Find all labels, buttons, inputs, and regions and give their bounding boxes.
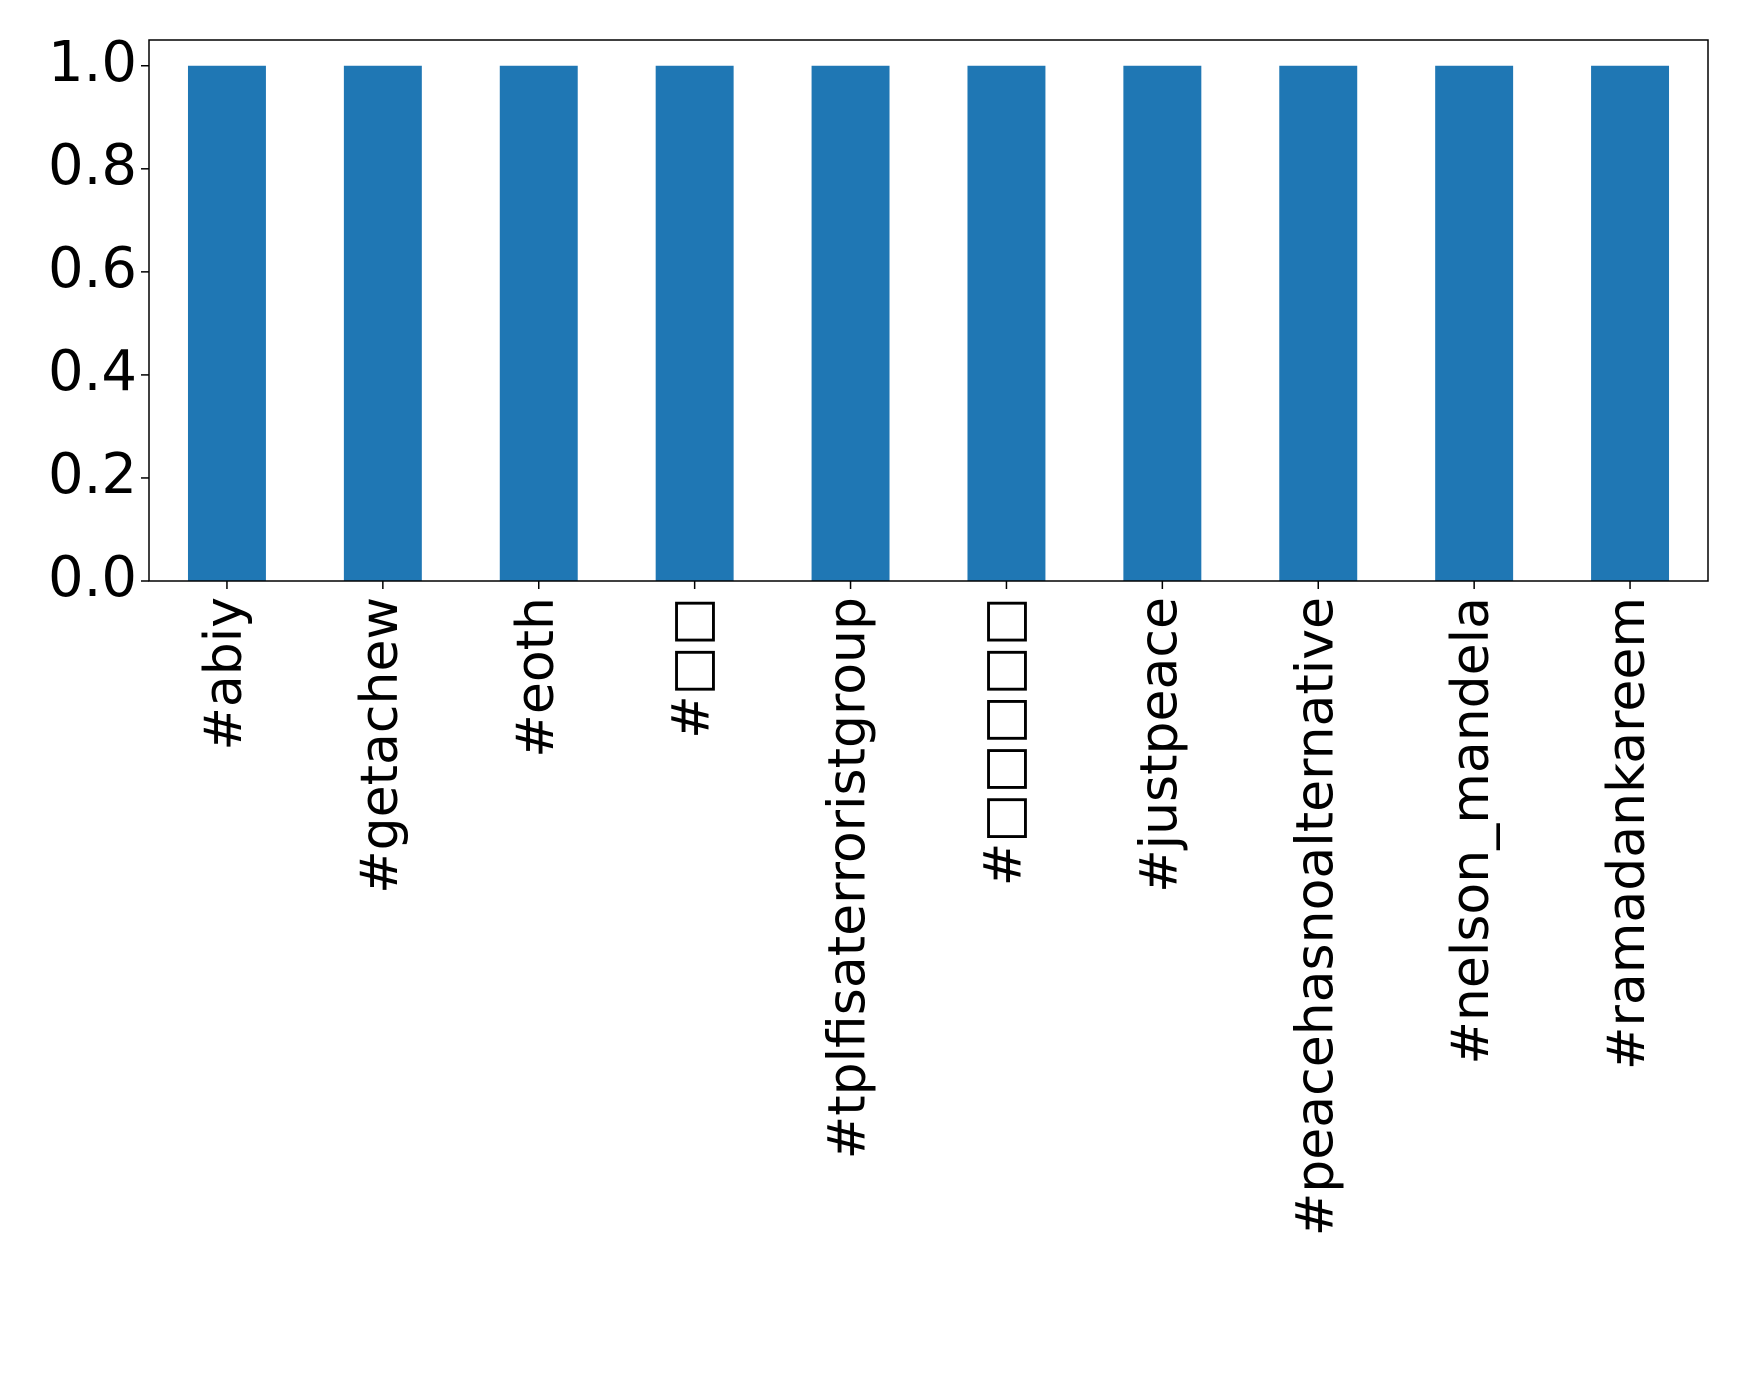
x-tick-label: #tplfisaterroristgroup [818, 597, 878, 1159]
x-tick-label: #justpeace [1129, 597, 1189, 893]
x-tick-label: #eoth [506, 597, 566, 758]
bar [967, 65, 1046, 581]
bar [343, 65, 422, 581]
x-tick-label: #peacehasnoalternative [1285, 597, 1345, 1236]
bar [187, 65, 266, 581]
x-tick-label: #nelson_mandela [1441, 597, 1501, 1065]
x-tick-label: #□□□□□ [973, 597, 1033, 886]
bar [655, 65, 734, 581]
x-tick-label: #ramadankareem [1597, 597, 1657, 1070]
y-tick-label: 1.0 [48, 30, 137, 95]
y-tick-label: 0.2 [48, 442, 137, 507]
bar [1591, 65, 1670, 581]
plot-frame [148, 39, 1709, 582]
bar [811, 65, 890, 581]
bar [1123, 65, 1202, 581]
x-tick-label: #□□ [662, 597, 722, 739]
y-tick-label: 0.0 [48, 545, 137, 610]
y-tick-label: 0.6 [48, 236, 137, 301]
y-tick-label: 0.8 [48, 133, 137, 198]
bar [1435, 65, 1514, 581]
y-tick-label: 0.4 [48, 339, 137, 404]
x-tick-label: #getachew [350, 597, 410, 894]
bar [1279, 65, 1358, 581]
x-tick-label: #abiy [194, 597, 254, 751]
bar [499, 65, 578, 581]
